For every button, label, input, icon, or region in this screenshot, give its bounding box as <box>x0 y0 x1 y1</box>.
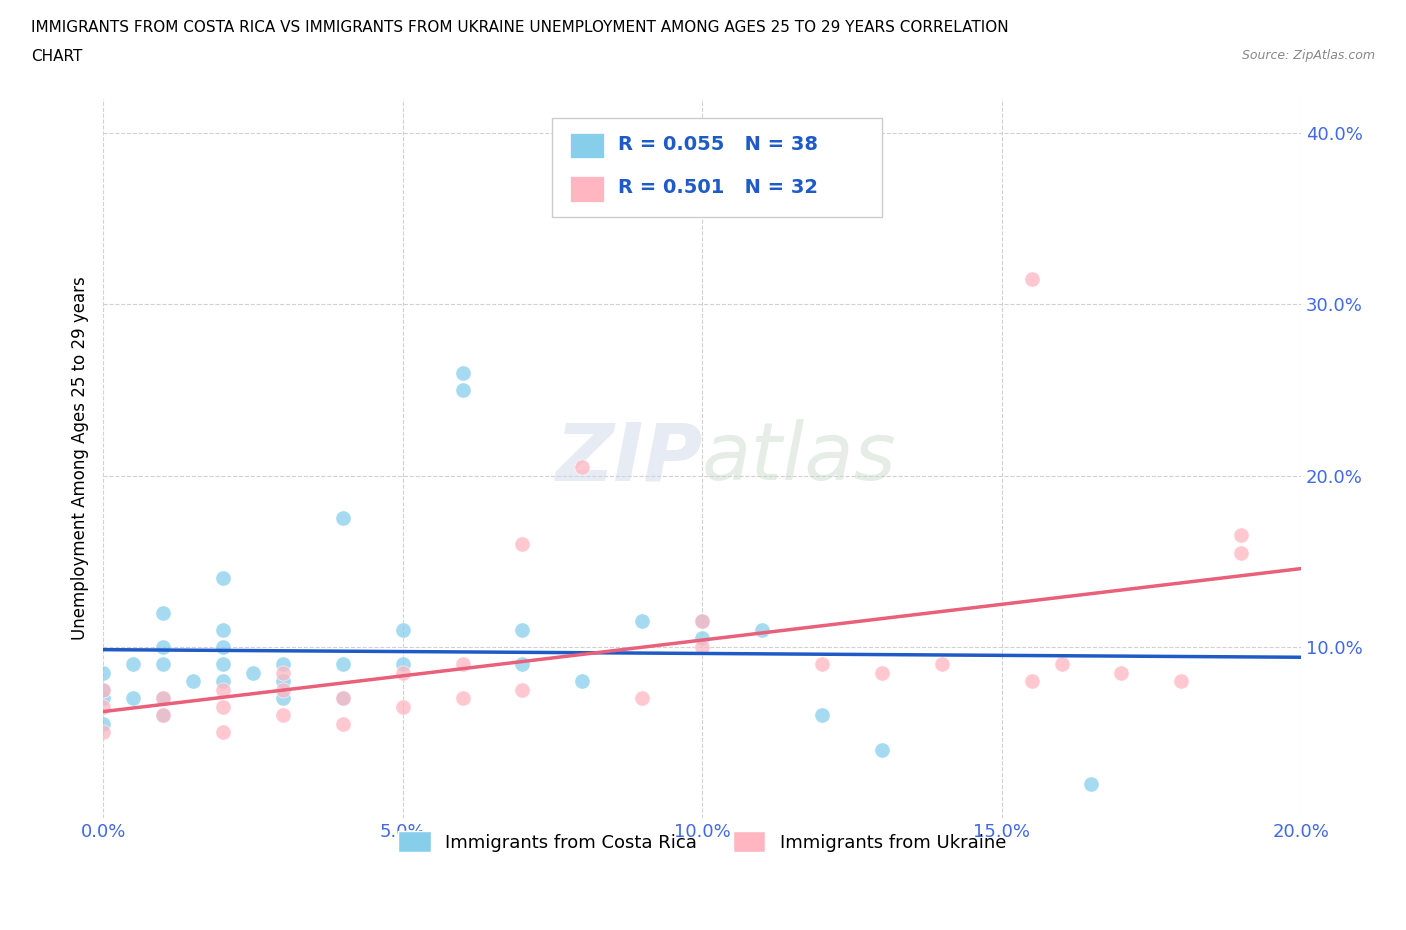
Point <box>91 716 114 731</box>
Point <box>152 639 174 654</box>
Legend: Immigrants from Costa Rica, Immigrants from Ukraine: Immigrants from Costa Rica, Immigrants f… <box>391 824 1014 859</box>
Point <box>91 699 114 714</box>
Point <box>512 537 534 551</box>
Point <box>451 691 474 706</box>
Bar <box>571 177 605 202</box>
Point <box>332 691 354 706</box>
Point <box>152 691 174 706</box>
Point <box>212 622 235 637</box>
Point <box>391 622 413 637</box>
Point <box>1021 272 1043 286</box>
Text: R = 0.501   N = 32: R = 0.501 N = 32 <box>619 178 818 196</box>
Point <box>391 657 413 671</box>
Text: CHART: CHART <box>31 49 83 64</box>
Point <box>571 459 593 474</box>
Point <box>811 657 834 671</box>
Bar <box>571 133 605 158</box>
Point <box>212 673 235 688</box>
Point <box>690 631 713 645</box>
Point <box>690 614 713 629</box>
Point <box>152 657 174 671</box>
Point <box>571 673 593 688</box>
Point <box>931 657 953 671</box>
Point <box>1230 545 1253 560</box>
Point <box>91 683 114 698</box>
Point <box>690 614 713 629</box>
Point <box>1050 657 1073 671</box>
Point <box>332 657 354 671</box>
Point <box>122 691 145 706</box>
Point <box>212 699 235 714</box>
Point <box>91 665 114 680</box>
Point <box>212 657 235 671</box>
Point <box>271 657 294 671</box>
Text: ZIP: ZIP <box>555 419 702 498</box>
Point <box>631 614 654 629</box>
Point <box>690 639 713 654</box>
Point <box>1230 528 1253 543</box>
Point <box>91 725 114 740</box>
Point <box>451 657 474 671</box>
Point <box>391 665 413 680</box>
Point <box>1080 777 1102 791</box>
Point <box>122 657 145 671</box>
Point <box>271 665 294 680</box>
Point <box>212 725 235 740</box>
Text: Source: ZipAtlas.com: Source: ZipAtlas.com <box>1241 49 1375 62</box>
Point <box>91 691 114 706</box>
Point <box>1111 665 1133 680</box>
Text: IMMIGRANTS FROM COSTA RICA VS IMMIGRANTS FROM UKRAINE UNEMPLOYMENT AMONG AGES 25: IMMIGRANTS FROM COSTA RICA VS IMMIGRANTS… <box>31 20 1008 35</box>
Point <box>451 365 474 380</box>
Point <box>751 622 773 637</box>
Point <box>181 673 204 688</box>
Point <box>1170 673 1192 688</box>
Point <box>152 605 174 620</box>
Text: R = 0.055   N = 38: R = 0.055 N = 38 <box>619 135 818 153</box>
Point <box>152 708 174 723</box>
Point <box>271 673 294 688</box>
Point <box>271 708 294 723</box>
Point <box>1021 673 1043 688</box>
Point <box>391 699 413 714</box>
Point <box>631 691 654 706</box>
Point <box>512 683 534 698</box>
Point <box>811 708 834 723</box>
Point <box>332 511 354 525</box>
Point <box>271 683 294 698</box>
Point <box>152 691 174 706</box>
Point <box>212 571 235 586</box>
Text: atlas: atlas <box>702 419 897 498</box>
Point <box>332 716 354 731</box>
Point <box>212 639 235 654</box>
Point <box>212 683 235 698</box>
Point <box>242 665 264 680</box>
Point <box>332 691 354 706</box>
Point <box>870 742 893 757</box>
Point <box>152 708 174 723</box>
Point <box>870 665 893 680</box>
Point <box>271 691 294 706</box>
Point <box>91 683 114 698</box>
Point <box>451 382 474 397</box>
Point <box>512 622 534 637</box>
Point <box>512 657 534 671</box>
FancyBboxPatch shape <box>553 118 882 218</box>
Y-axis label: Unemployment Among Ages 25 to 29 years: Unemployment Among Ages 25 to 29 years <box>72 276 89 640</box>
